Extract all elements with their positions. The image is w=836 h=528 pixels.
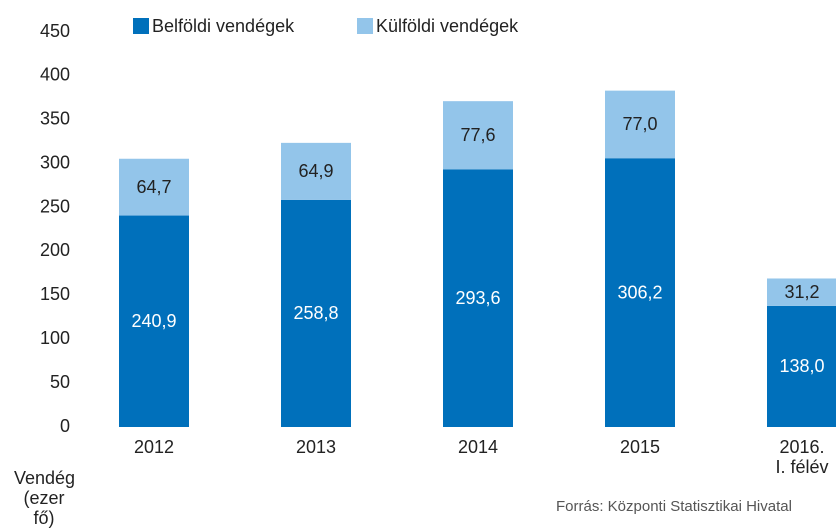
value-label: 64,9	[298, 161, 333, 181]
page: {"chart_data": {"type": "stacked_bar", "…	[14, 15, 836, 528]
value-label: 138,0	[779, 356, 824, 376]
bar-segment	[443, 101, 513, 170]
y-tick-label: 250	[40, 196, 70, 216]
y-tick-label: 50	[50, 372, 70, 392]
value-label: 258,8	[293, 303, 338, 323]
y-tick-label: 0	[60, 416, 70, 436]
legend-label: Belföldi vendégek	[152, 16, 295, 36]
legend-label: Külföldi vendégek	[376, 16, 519, 36]
y-tick-label: 450	[40, 21, 70, 41]
bar-segment	[281, 199, 351, 427]
value-label: 240,9	[131, 311, 176, 331]
x-tick-label: 2012	[133, 437, 175, 457]
value-label: 77,6	[460, 125, 495, 145]
source-note: Forrás: Központi Statisztikai Hivatal	[556, 498, 792, 515]
value-label: 293,6	[455, 288, 500, 308]
x-tick-label: 2015	[619, 437, 661, 457]
bar-segment	[605, 158, 675, 428]
x-tick-label: 2016. I. félév	[775, 437, 829, 477]
bar-segment	[119, 215, 189, 427]
bar-segment	[767, 278, 836, 306]
x-tick-label: 2013	[295, 437, 337, 457]
y-tick-label: 150	[40, 284, 70, 304]
bar-segment	[443, 169, 513, 428]
y-tick-label: 200	[40, 240, 70, 260]
y-tick-label: 100	[40, 328, 70, 348]
value-label: 31,2	[784, 282, 819, 302]
y-tick-label: 400	[40, 65, 70, 85]
chart: 0 50 100 150 200 250 300 350 400 450 Belföldi vend…	[40, 16, 836, 436]
value-label: 77,0	[622, 114, 657, 134]
value-label: 306,2	[617, 282, 662, 302]
value-label: 64,7	[136, 177, 171, 197]
bar-segment	[119, 158, 189, 216]
y-tick-label: 300	[40, 152, 70, 172]
y-axis-label: Vendég (ezer fő)	[14, 468, 76, 528]
y-tick-label: 350	[40, 109, 70, 129]
bar-segment	[767, 305, 836, 427]
legend-swatch	[133, 18, 149, 34]
legend-swatch	[357, 18, 373, 34]
bar-segment	[281, 142, 351, 200]
bar-segment	[605, 90, 675, 159]
x-tick-label: 2014	[457, 437, 499, 457]
